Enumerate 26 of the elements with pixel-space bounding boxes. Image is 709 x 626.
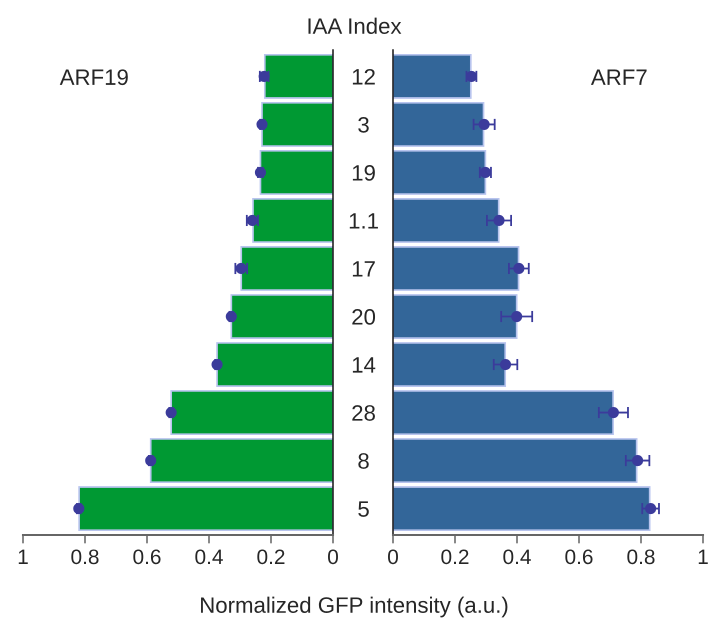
y-tick-label: 20: [352, 309, 376, 325]
y-tick-label: 3: [358, 116, 369, 133]
x-tick-label: 0.8: [627, 549, 655, 564]
x-tick-label: 0.8: [71, 549, 99, 564]
x-tick-label: 0.2: [257, 549, 284, 564]
y-tick-label: 14: [352, 357, 376, 373]
y-tick-label: 5: [358, 501, 369, 517]
text: ARF7: [590, 70, 647, 85]
x-tick-label: 1: [698, 550, 708, 564]
y-axis-title: IAA Index: [308, 18, 402, 34]
x-tick-label: 1: [18, 550, 28, 564]
y-tick-label: 1.1: [350, 213, 378, 229]
x-tick-label: 0.6: [133, 549, 161, 564]
x-tick-label: 0.6: [565, 549, 593, 564]
x-tick-label: 0.4: [503, 549, 531, 564]
y-tick-label: 8: [358, 453, 369, 469]
y-tick-label: 12: [352, 68, 375, 84]
x-tick-label: 0.4: [195, 549, 223, 564]
x-tick-label: 0.2: [441, 549, 468, 564]
x-tick-label: 0: [388, 549, 398, 564]
text: ARF19: [60, 69, 128, 86]
y-tick-label: 17: [352, 261, 375, 277]
y-tick-label: 19: [352, 164, 375, 181]
y-tick-label: 28: [352, 405, 375, 421]
x-axis-title: Normalized GFP intensity (a.u.): [201, 596, 508, 618]
x-tick-label: 0: [328, 549, 338, 564]
